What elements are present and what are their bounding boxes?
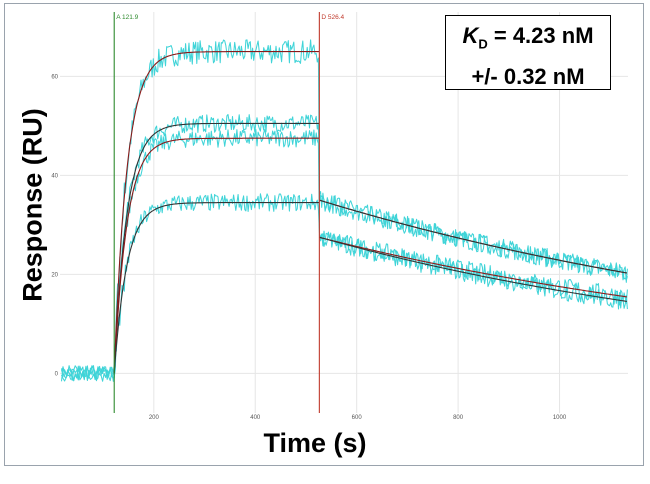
event-marker-label: D 526.4: [321, 14, 344, 21]
kd-error-line: +/- 0.32 nM: [471, 64, 585, 90]
kd-value-line: KD = 4.23 nM: [446, 19, 610, 60]
event-marker-label: A 121.9: [116, 14, 138, 21]
x-tick-label: 200: [149, 415, 160, 421]
fit-curve-association: [113, 202, 320, 374]
y-axis-label: Response (RU): [17, 108, 48, 302]
kd-value: = 4.23 nM: [487, 23, 594, 48]
y-tick-label: 40: [51, 173, 58, 179]
x-tick-label: 600: [352, 415, 363, 421]
x-tick-label: 1000: [553, 415, 567, 421]
fit-curve-association: [113, 51, 320, 374]
raw-trace: [60, 39, 628, 382]
x-axis-label: Time (s): [263, 428, 367, 458]
y-tick-label: 20: [51, 272, 58, 278]
fit-curve-association: [113, 122, 320, 374]
kd-annotation-box: KD = 4.23 nM +/- 0.32 nM: [445, 15, 611, 90]
fit-curve-dissociation: [319, 199, 628, 274]
y-tick-label: 0: [55, 371, 59, 377]
fit-curve-dissociation: [319, 236, 627, 298]
fit-curve-dissociation: [319, 236, 627, 302]
kd-subscript: D: [478, 36, 488, 52]
fit-curves-layer: [113, 51, 628, 374]
x-tick-label: 400: [250, 415, 261, 421]
tick-labels-layer: 200 400 600 800 1000 0 20 40 60: [51, 74, 567, 421]
raw-trace: [61, 128, 628, 382]
event-markers-layer: A 121.9 D 526.4: [113, 12, 345, 413]
y-tick-label: 60: [51, 74, 58, 80]
x-tick-label: 800: [453, 415, 464, 421]
fit-curve-association: [113, 137, 320, 374]
raw-trace: [61, 113, 628, 382]
kd-symbol: K: [462, 23, 479, 48]
